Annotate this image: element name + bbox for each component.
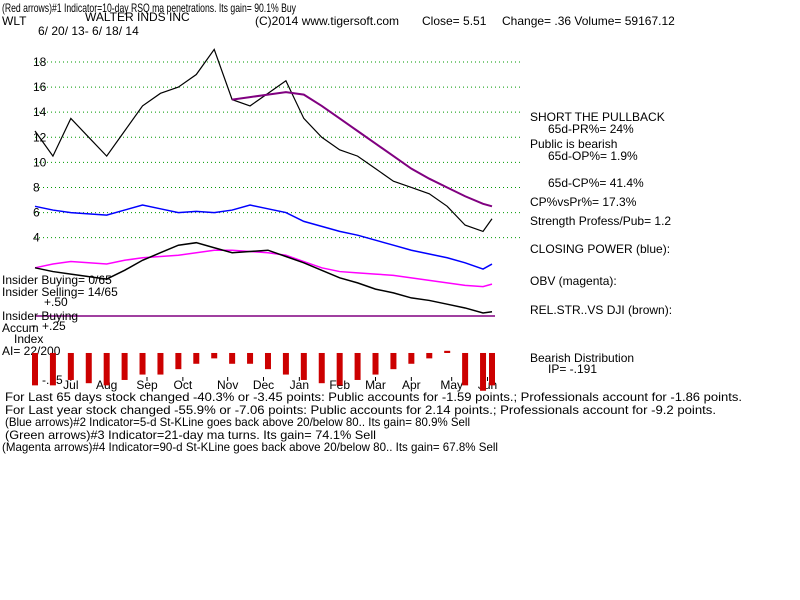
bar — [372, 352, 379, 375]
annotation: For Last year stock changed -55.9% or -7… — [5, 403, 716, 417]
x-tick-label: Sep — [136, 378, 158, 392]
annotation: +.50 — [44, 295, 68, 309]
bar — [480, 352, 487, 391]
annotation: Change= .36 Volume= 59167.12 — [502, 14, 675, 28]
bar — [49, 352, 56, 386]
x-tick-label: May — [440, 378, 463, 392]
bar — [264, 352, 271, 370]
x-tick-label: Mar — [365, 378, 386, 392]
bar — [390, 352, 397, 370]
annotation: Bearish Distribution — [530, 351, 634, 365]
annotation: (Magenta arrows)#4 Indicator=90-d St-KLi… — [2, 440, 498, 454]
bar — [121, 352, 128, 380]
bar — [354, 352, 361, 380]
bar — [300, 352, 307, 380]
annotation: (Green arrows)#3 Indicator=21-day ma tur… — [5, 428, 376, 442]
x-tick-label: Jul — [63, 378, 78, 392]
bar — [157, 352, 164, 375]
bar — [426, 352, 433, 359]
annotation: 65d-PR%= 24% — [548, 122, 634, 136]
bar — [318, 352, 325, 384]
bar — [211, 352, 218, 359]
bar — [462, 352, 469, 386]
series-line — [34, 204, 493, 270]
annotation: Insider Buying — [2, 309, 78, 323]
y-tick-label: 16 — [33, 80, 47, 94]
bar — [489, 352, 495, 386]
bar — [408, 352, 415, 364]
annotation: Index — [14, 332, 43, 346]
annotation: Public is bearish — [530, 137, 617, 151]
y-tick-label: 6 — [33, 206, 40, 220]
annotation: Strength Profess/Pub= 1.2 — [530, 214, 671, 228]
annotation: IP= -.191 — [548, 362, 597, 376]
bar — [444, 350, 451, 353]
annotation: Accum — [2, 321, 39, 335]
y-tick-label: 8 — [33, 180, 40, 194]
bar — [336, 352, 343, 386]
annotation: Insider Selling= 14/65 — [2, 285, 118, 299]
annotation: (C)2014 www.tigersoft.com — [255, 14, 399, 28]
x-tick-label: Nov — [217, 378, 238, 392]
y-tick-label: 4 — [33, 231, 40, 245]
annotation: (Red arrows)#1 Indicator=10-day RSQ ma p… — [2, 1, 296, 15]
annotation: CLOSING POWER (blue): — [530, 242, 670, 256]
bar — [247, 352, 254, 364]
x-tick-label: Jan — [290, 378, 309, 392]
annotation: WLT — [2, 14, 27, 28]
annotation: CP%vsPr%= 17.3% — [530, 195, 637, 209]
series-line — [34, 249, 493, 288]
series-line — [231, 91, 493, 208]
x-tick-label: Apr — [402, 378, 421, 392]
bar — [103, 352, 110, 386]
bar — [85, 352, 92, 384]
bar — [229, 352, 236, 364]
annotation: For Last 65 days stock changed -40.3% or… — [5, 390, 742, 404]
y-tick-label: 10 — [33, 155, 47, 169]
bar — [139, 352, 146, 375]
annotation: SHORT THE PULLBACK — [530, 110, 665, 124]
chart-title: WALTER INDS INC — [85, 10, 190, 24]
y-tick-label: 18 — [33, 55, 47, 69]
annotation: 65d-CP%= 41.4% — [548, 176, 644, 190]
annotation: AI= 22/200 — [2, 344, 61, 358]
x-tick-label: Oct — [174, 378, 193, 392]
series-line — [34, 241, 493, 314]
x-tick-label: Dec — [253, 378, 274, 392]
bar — [175, 352, 182, 370]
bar — [32, 352, 38, 386]
annotation: Close= 5.51 — [422, 14, 487, 28]
series-line — [34, 48, 493, 233]
bar — [193, 352, 200, 364]
chart-subtitle: 6/ 20/ 13- 6/ 18/ 14 — [38, 24, 139, 38]
annotation: 65d-OP%= 1.9% — [548, 149, 638, 163]
y-tick-label: 14 — [33, 105, 47, 119]
y-tick-label: +.25 — [42, 319, 66, 333]
annotation: OBV (magenta): — [530, 274, 617, 288]
bar — [67, 352, 74, 380]
annotation: REL.STR..VS DJI (brown): — [530, 303, 672, 317]
bar — [282, 352, 289, 375]
annotation: (Blue arrows)#2 Indicator=5-d St-KLine g… — [5, 415, 470, 429]
